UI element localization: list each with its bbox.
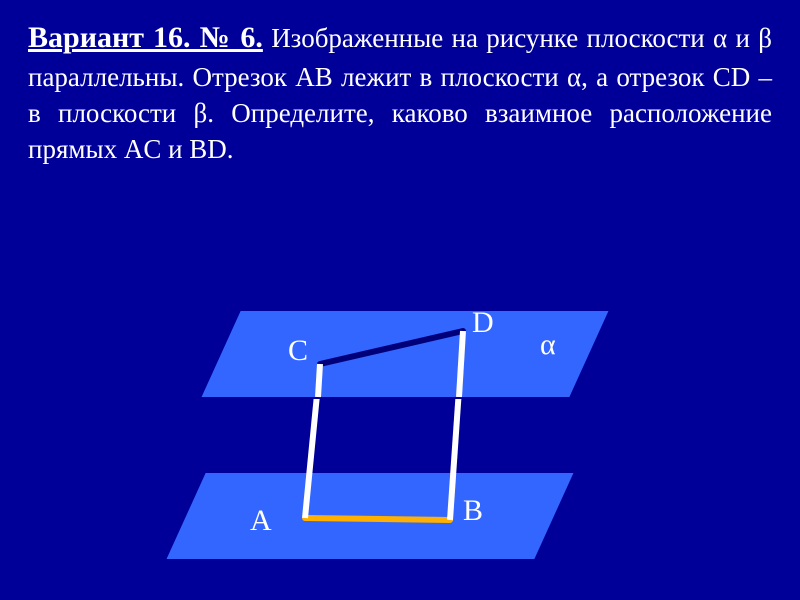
label-B: B <box>463 494 483 527</box>
plane-alpha <box>200 310 610 398</box>
segment-BD-lower <box>450 398 458 520</box>
segment-BD-upper <box>459 331 463 397</box>
problem-text: Вариант 16. № 6. Изображенные на рисунке… <box>0 0 800 168</box>
problem-title: Вариант 16. № 6. <box>28 21 263 54</box>
plane-beta <box>165 472 575 560</box>
label-A: A <box>250 504 272 537</box>
label-alpha: α <box>540 328 556 361</box>
segment-CD <box>320 331 463 364</box>
label-C: C <box>288 334 308 367</box>
label-D: D <box>472 306 494 339</box>
segment-AC-upper <box>318 364 320 397</box>
segment-AC-lower <box>305 398 317 518</box>
segment-AB <box>305 518 450 520</box>
